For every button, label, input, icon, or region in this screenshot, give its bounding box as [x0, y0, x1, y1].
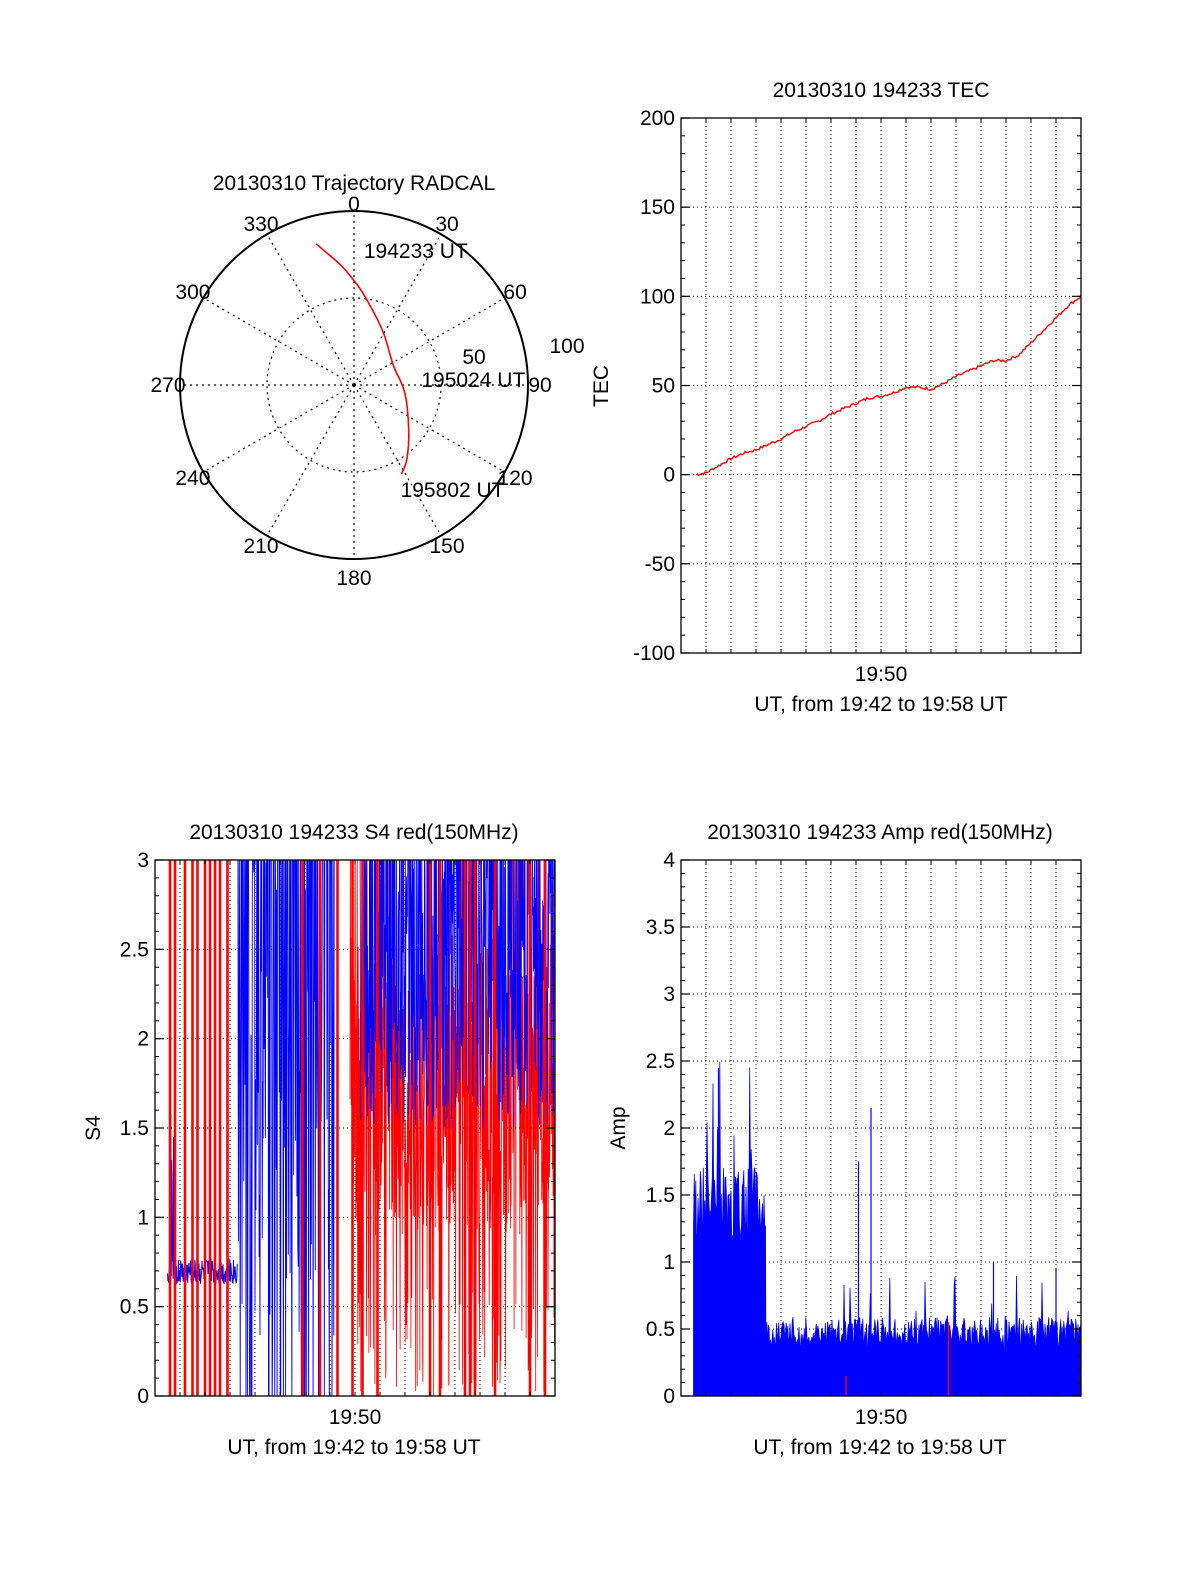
trajectory-azimuth-label: 300: [175, 281, 210, 304]
trajectory-spoke: [203, 297, 355, 386]
amp-ylabel: Amp: [607, 1106, 630, 1149]
amp-blue-area: [765, 1275, 1081, 1396]
tec-title: 20130310 194233 TEC: [773, 79, 990, 102]
trajectory-azimuth-label: 180: [336, 567, 371, 590]
s4-panel: 20130310 194233 S4 red(150MHz) 0 0.5 1 1.5 2…: [82, 821, 556, 1459]
trajectory-radial-label: 50: [462, 346, 485, 369]
trajectory-azimuth-label: 150: [429, 535, 464, 558]
trajectory-spoke: [353, 384, 442, 536]
y-tick-label: 150: [640, 196, 675, 219]
y-tick-label: -100: [633, 642, 675, 665]
amp-axes: 0 0.5 1 1.5 2 2.5 3 3.5 4 19:50: [646, 849, 1082, 1429]
y-tick-label: 3: [137, 849, 149, 872]
trajectory-radial-ring: [266, 297, 442, 473]
trajectory-spoke: [266, 234, 355, 386]
y-tick-label: 0: [137, 1385, 149, 1408]
s4-clipped: [167, 860, 555, 1396]
trajectory-time-annotation: 195024 UT: [421, 369, 525, 392]
amp-data: [693, 1061, 1081, 1396]
x-tick-label: 19:50: [855, 663, 908, 686]
trajectory-azimuth-label: 30: [435, 213, 458, 236]
y-tick-label: 2: [137, 1028, 149, 1051]
s4-xlabel: UT, from 19:42 to 19:58 UT: [227, 1436, 480, 1459]
trajectory-spoke: [353, 297, 505, 386]
trajectory-spoke: [353, 384, 505, 473]
trajectory-spoke: [353, 234, 442, 386]
s4-data: [167, 860, 555, 1396]
tec-xlabel: UT, from 19:42 to 19:58 UT: [754, 693, 1007, 716]
trajectory-time-annotation: 195802 UT: [401, 479, 505, 502]
s4-blue-band: [359, 860, 555, 1128]
y-tick-label: 1: [663, 1251, 675, 1274]
x-tick-label: 19:50: [855, 1406, 908, 1429]
trajectory-azimuth-labels: 0 30 60 90 120 150 180 210 240 270 300 330: [150, 193, 551, 590]
tec-grid: [680, 117, 1082, 654]
y-tick-label: 1.5: [120, 1117, 149, 1140]
trajectory-time-annotation: 194233 UT: [364, 240, 468, 263]
amp-panel: 20130310 194233 Amp red(150MHz) 0 0.5 1 1.5…: [607, 821, 1082, 1459]
y-tick-label: 2: [663, 1117, 675, 1140]
trajectory-panel: 20130310 Trajectory RADCAL 0 30 60 90 120 150…: [150, 172, 584, 590]
y-tick-label: 3: [663, 983, 675, 1006]
y-tick-label: 0: [663, 1385, 675, 1408]
y-tick-label: 2.5: [120, 938, 149, 961]
s4-blue-baseline: [167, 1113, 238, 1285]
y-tick-label: 0: [663, 464, 675, 487]
tec-panel: 20130310 194233 TEC -100 -50 0 50 100 150 200 1…: [590, 79, 1082, 716]
trajectory-radial-labels: 50 100: [462, 335, 584, 369]
tec-data: [695, 295, 1082, 477]
trajectory-title: 20130310 Trajectory RADCAL: [213, 172, 496, 195]
x-tick-label: 19:50: [329, 1406, 382, 1429]
tec-ylabel: TEC: [590, 365, 613, 407]
y-tick-label: 0.5: [120, 1296, 149, 1319]
trajectory-spoke: [266, 384, 355, 536]
y-tick-label: 100: [640, 285, 675, 308]
y-tick-label: 1.5: [646, 1184, 675, 1207]
amp-clipped: [693, 1061, 1081, 1396]
trajectory-line: [315, 243, 410, 475]
trajectory-azimuth-label: 240: [175, 467, 210, 490]
trajectory-outer-circle: [179, 210, 529, 560]
amp-xlabel: UT, from 19:42 to 19:58 UT: [753, 1436, 1006, 1459]
trajectory-annotations: 194233 UT 195024 UT 195802 UT: [364, 240, 526, 502]
s4-ylabel: S4: [82, 1115, 105, 1141]
amp-title: 20130310 194233 Amp red(150MHz): [707, 821, 1053, 844]
tec-series-line: [695, 295, 1082, 477]
amp-blue-area: [693, 1061, 767, 1396]
y-tick-label: 200: [640, 107, 675, 130]
trajectory-azimuth-label: 0: [348, 193, 360, 216]
y-tick-label: 1: [137, 1206, 149, 1229]
trajectory-radial-label: 100: [549, 335, 584, 358]
y-tick-label: 3.5: [646, 916, 675, 939]
s4-axes: 0 0.5 1 1.5 2 2.5 3 19:50: [120, 849, 556, 1429]
trajectory-azimuth-label: 330: [243, 213, 278, 236]
trajectory-grid: [179, 210, 529, 560]
s4-blue-dense: [237, 860, 335, 1396]
y-tick-label: 4: [663, 849, 675, 872]
trajectory-azimuth-label: 90: [528, 374, 551, 397]
trajectory-azimuth-label: 60: [503, 281, 526, 304]
y-tick-label: 50: [652, 375, 675, 398]
trajectory-azimuth-label: 210: [243, 535, 278, 558]
trajectory-azimuth-label: 120: [498, 467, 533, 490]
y-tick-label: 2.5: [646, 1050, 675, 1073]
y-tick-label: 0.5: [646, 1318, 675, 1341]
trajectory-azimuth-label: 270: [150, 374, 185, 397]
trajectory-spoke: [203, 384, 355, 473]
s4-title: 20130310 194233 S4 red(150MHz): [189, 821, 518, 844]
trajectory-path-group: [315, 243, 410, 475]
y-tick-label: -50: [645, 553, 675, 576]
tec-axes: -100 -50 0 50 100 150 200 19:50: [633, 107, 1082, 686]
